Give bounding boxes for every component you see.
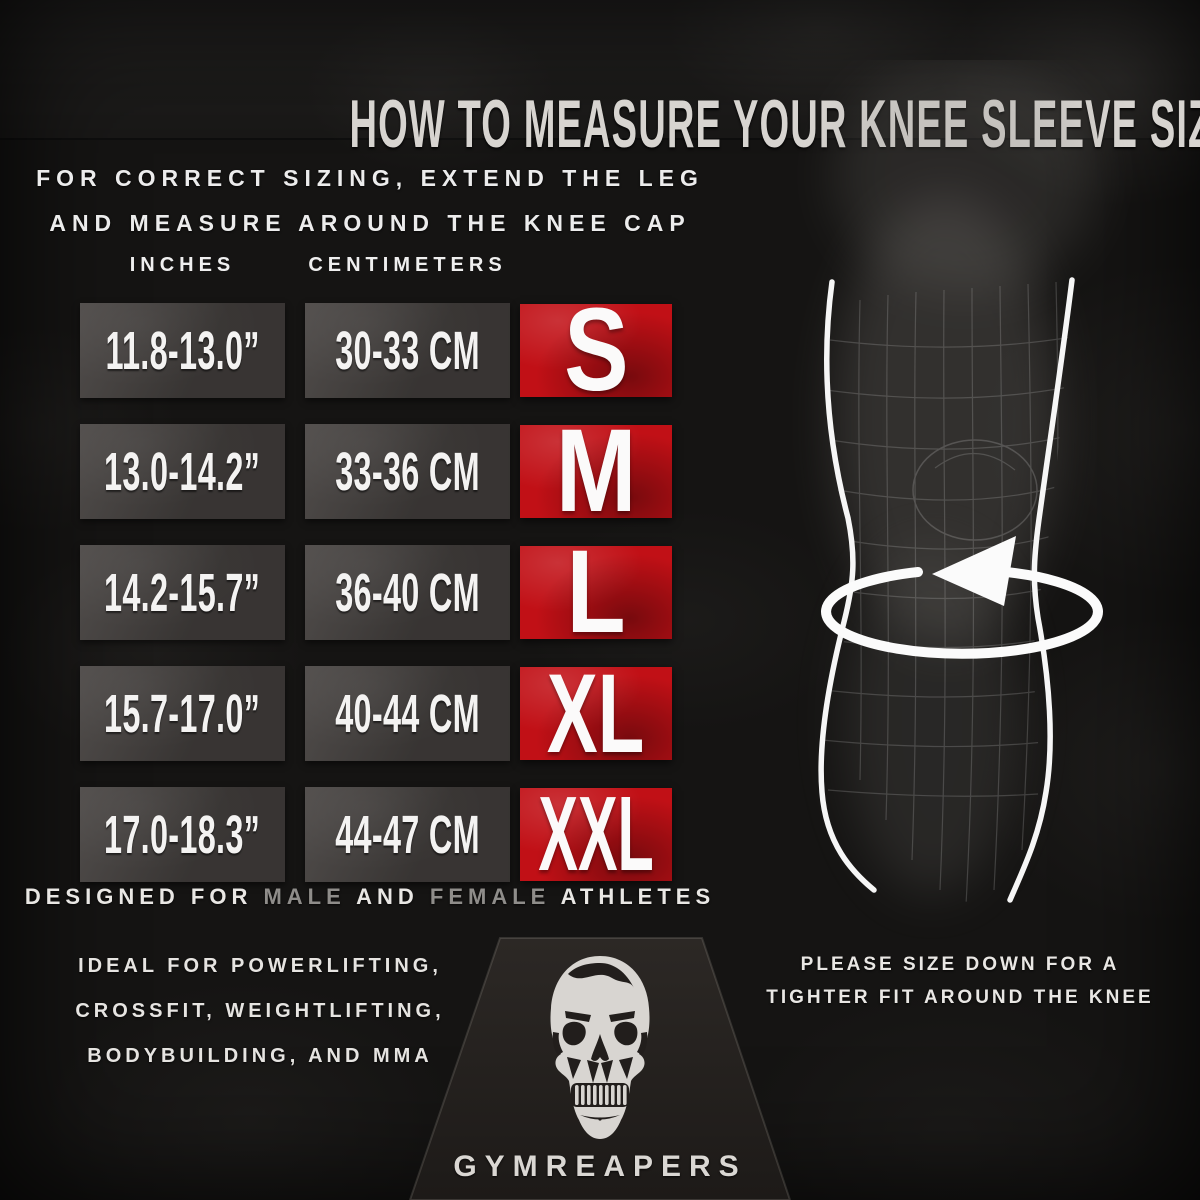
centimeters-cell: 40-44 CM — [305, 666, 510, 761]
centimeters-cell: 36-40 CM — [305, 545, 510, 640]
size-tile: XL — [520, 651, 672, 776]
size-down-line-2: TIGHTER FIT AROUND THE KNEE — [766, 987, 1154, 1008]
inches-cell: 13.0-14.2” — [80, 424, 285, 519]
knee-measurement-illustration — [818, 60, 1103, 905]
ideal-for-line-2: CROSSFIT, WEIGHTLIFTING, — [75, 1000, 445, 1022]
size-tile: S — [520, 284, 672, 416]
inches-cell: 17.0-18.3” — [80, 787, 285, 882]
inches-value: 15.7-17.0” — [104, 683, 261, 744]
centimeters-value: 36-40 CM — [335, 562, 480, 623]
centimeters-value: 40-44 CM — [335, 683, 480, 744]
centimeters-value: 44-47 CM — [335, 804, 480, 865]
size-label: M — [555, 405, 637, 537]
leg-glow — [833, 60, 1097, 895]
inches-value: 13.0-14.2” — [104, 441, 261, 502]
leg-outline — [818, 277, 1075, 903]
inches-cell: 14.2-15.7” — [80, 545, 285, 640]
ideal-for-line-1: IDEAL FOR POWERLIFTING, — [78, 955, 442, 977]
sizing-instructions-line-1: FOR CORRECT SIZING, EXTEND THE LEG — [36, 165, 704, 191]
ideal-for-note: IDEAL FOR POWERLIFTING, CROSSFIT, WEIGHT… — [55, 944, 465, 1079]
ideal-for-line-3: BODYBUILDING, AND MMA — [87, 1045, 433, 1067]
size-label: S — [563, 284, 629, 416]
size-tile: M — [520, 405, 672, 537]
athletes-note-part1: DESIGNED FOR — [24, 884, 253, 909]
skull-logo-icon — [550, 956, 650, 1139]
centimeters-cell: 33-36 CM — [305, 424, 510, 519]
athletes-note: DESIGNED FOR MALE AND FEMALE ATHLETES — [0, 884, 740, 910]
centimeters-cell: 44-47 CM — [305, 787, 510, 882]
size-tile: XXL — [520, 775, 672, 893]
brand-wordmark: GYMREAPERS — [453, 1150, 747, 1183]
size-down-note: PLEASE SIZE DOWN FOR A TIGHTER FIT AROUN… — [745, 948, 1175, 1014]
table-row-size-m: 13.0-14.2” 33-36 CM M — [80, 405, 672, 537]
table-row-size-xl: 15.7-17.0” 40-44 CM XL — [80, 651, 672, 776]
athletes-note-part3: ATHLETES — [560, 884, 716, 909]
male-label: MALE — [263, 884, 346, 909]
female-label: FEMALE — [429, 884, 551, 909]
size-label: L — [566, 526, 626, 658]
size-label: XXL — [538, 775, 654, 893]
table-row-size-xxl: 17.0-18.3” 44-47 CM XXL — [80, 775, 672, 893]
centimeters-cell: 30-33 CM — [305, 303, 510, 398]
centimeters-value: 33-36 CM — [335, 441, 480, 502]
inches-value: 11.8-13.0” — [105, 320, 260, 381]
inches-value: 14.2-15.7” — [104, 562, 261, 623]
measure-arrow-icon — [821, 536, 1103, 659]
column-header-inches: INCHES — [129, 254, 236, 276]
centimeters-value: 30-33 CM — [335, 320, 480, 381]
size-table: 11.8-13.0” 30-33 CM S 13.0-14.2” 33-36 C… — [80, 284, 672, 908]
size-label: XL — [547, 651, 645, 776]
inches-cell: 11.8-13.0” — [80, 303, 285, 398]
skull-plaque — [408, 937, 792, 1200]
table-row-size-s: 11.8-13.0” 30-33 CM S — [80, 284, 672, 416]
sizing-instructions-line-2: AND MEASURE AROUND THE KNEE CAP — [49, 210, 691, 236]
table-row-size-l: 14.2-15.7” 36-40 CM L — [80, 526, 672, 658]
athletes-note-part2: AND — [356, 884, 419, 909]
inches-value: 17.0-18.3” — [104, 804, 261, 865]
size-down-line-1: PLEASE SIZE DOWN FOR A — [800, 954, 1120, 975]
inches-cell: 15.7-17.0” — [80, 666, 285, 761]
column-header-centimeters: CENTIMETERS — [308, 254, 507, 276]
sizing-instructions: FOR CORRECT SIZING, EXTEND THE LEG AND M… — [0, 156, 740, 246]
size-tile: L — [520, 526, 672, 658]
